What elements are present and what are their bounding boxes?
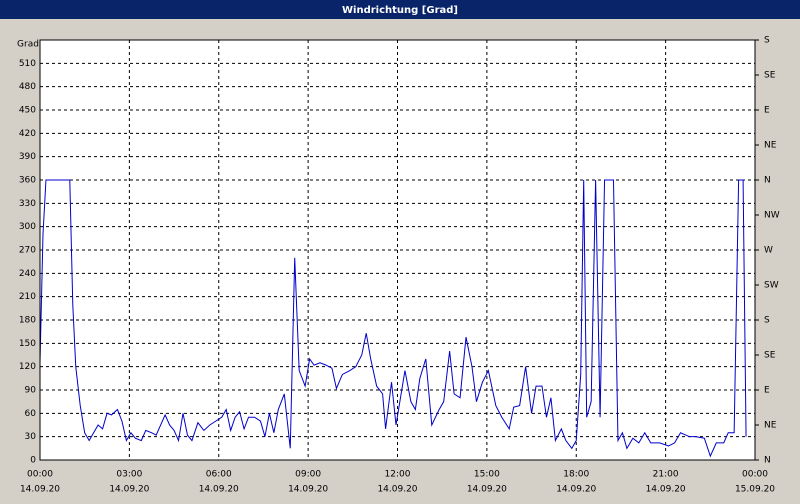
y2-tick-label: E (764, 386, 770, 396)
y2-tick-label: N (764, 456, 771, 466)
y-tick-label: 300 (19, 222, 36, 232)
x-tick-date: 14.09.20 (646, 485, 686, 495)
y2-tick-label: NE (764, 421, 777, 431)
x-tick-date: 15.09.20 (735, 485, 775, 495)
plot-frame (39, 39, 756, 461)
y-tick-label: 420 (19, 129, 36, 139)
title-bar (0, 0, 800, 19)
x-tick-date: 14.09.20 (377, 485, 417, 495)
x-tick-label: 03:00 (116, 470, 142, 480)
y-tick-label: 30 (25, 432, 37, 442)
y-tick-label: 0 (30, 456, 36, 466)
chart-title: Windrichtung [Grad] (342, 5, 458, 16)
x-tick-label: 09:00 (295, 470, 321, 480)
y-tick-label: 360 (19, 176, 36, 186)
y-tick-label: 510 (19, 59, 36, 69)
x-tick-date: 14.09.20 (467, 485, 507, 495)
y-tick-label: 90 (25, 386, 37, 396)
y-axis-label: Grad (17, 40, 39, 50)
x-tick-label: 06:00 (206, 470, 232, 480)
data-line (39, 179, 747, 458)
y2-tick-label: E (764, 106, 770, 116)
x-tick-date: 14.09.20 (109, 485, 149, 495)
y2-tick-label: SE (764, 351, 776, 361)
y-tick-label: 150 (19, 339, 36, 349)
x-tick-label: 18:00 (563, 470, 589, 480)
x-tick-label: 00:00 (742, 470, 768, 480)
y-tick-label: 60 (25, 409, 37, 419)
y-tick-label: 180 (19, 316, 36, 326)
x-tick-label: 12:00 (385, 470, 411, 480)
y2-tick-label: S (764, 316, 770, 326)
y2-tick-label: NE (764, 141, 777, 151)
y-tick-label: 450 (19, 106, 36, 116)
y2-tick-label: SE (764, 71, 776, 81)
y-tick-label: 210 (19, 292, 36, 302)
x-tick-date: 14.09.20 (199, 485, 239, 495)
y2-tick-label: NW (764, 211, 780, 221)
y2-tick-label: SW (764, 281, 779, 291)
y2-tick-label: S (764, 36, 770, 46)
x-tick-label: 00:00 (27, 470, 53, 480)
y-tick-label: 270 (19, 246, 36, 256)
x-tick-date: 14.09.20 (556, 485, 596, 495)
x-tick-label: 15:00 (474, 470, 500, 480)
y-tick-label: 120 (19, 362, 36, 372)
y-tick-label: 480 (19, 82, 36, 92)
y-tick-label: 240 (19, 269, 36, 279)
y2-tick-label: N (764, 176, 771, 186)
y-tick-label: 390 (19, 152, 36, 162)
y-tick-label: 330 (19, 199, 36, 209)
x-tick-date: 14.09.20 (20, 485, 60, 495)
y2-tick-label: W (764, 246, 773, 256)
x-tick-date: 14.09.20 (288, 485, 328, 495)
x-tick-label: 21:00 (653, 470, 679, 480)
